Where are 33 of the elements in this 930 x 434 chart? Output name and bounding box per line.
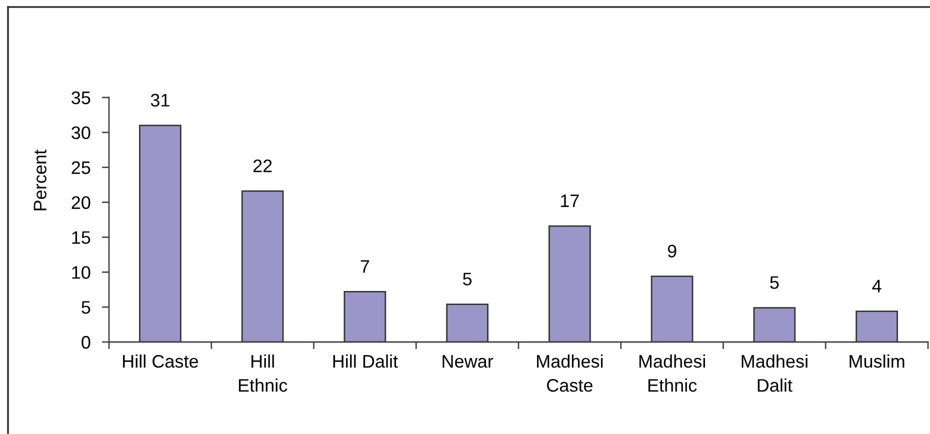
x-tick-label: Newar — [442, 355, 494, 368]
data-label: 9 — [668, 244, 676, 258]
y-tick-label: 25 — [72, 161, 90, 174]
bar — [548, 225, 591, 342]
x-tick-label: Madhesi Ethnic — [639, 354, 705, 392]
data-label: 31 — [150, 94, 170, 107]
x-tick-label: Hill Dalit — [333, 354, 398, 368]
x-tick-label: Hill Ethnic — [238, 354, 288, 392]
bar — [753, 307, 796, 342]
data-label: 7 — [360, 260, 370, 273]
y-tick-label: 30 — [72, 126, 90, 140]
y-tick-label: 20 — [72, 196, 90, 210]
data-label: 17 — [561, 194, 579, 208]
data-label: 4 — [872, 280, 882, 292]
data-label: 5 — [463, 272, 472, 286]
x-tick-label: Madhesi Dalit — [742, 354, 808, 392]
y-tick-label: 35 — [72, 91, 90, 104]
y-tick-label: 15 — [72, 231, 90, 244]
bar — [446, 304, 488, 342]
y-tick-label: 0 — [82, 336, 90, 349]
x-tick-label: Madhesi Caste — [537, 354, 603, 392]
y-tick-label: 5 — [82, 301, 90, 314]
y-axis-title: Percent — [34, 150, 46, 210]
bar — [650, 276, 694, 342]
x-tick-label: Muslim — [850, 354, 904, 368]
bar — [856, 310, 898, 342]
bar — [344, 291, 386, 342]
y-tick-label: 10 — [72, 266, 90, 279]
data-label: 22 — [253, 159, 272, 172]
x-tick-label: Hill Caste — [123, 354, 198, 368]
data-label: 5 — [770, 276, 779, 289]
bar — [241, 190, 284, 342]
bar — [139, 124, 182, 342]
